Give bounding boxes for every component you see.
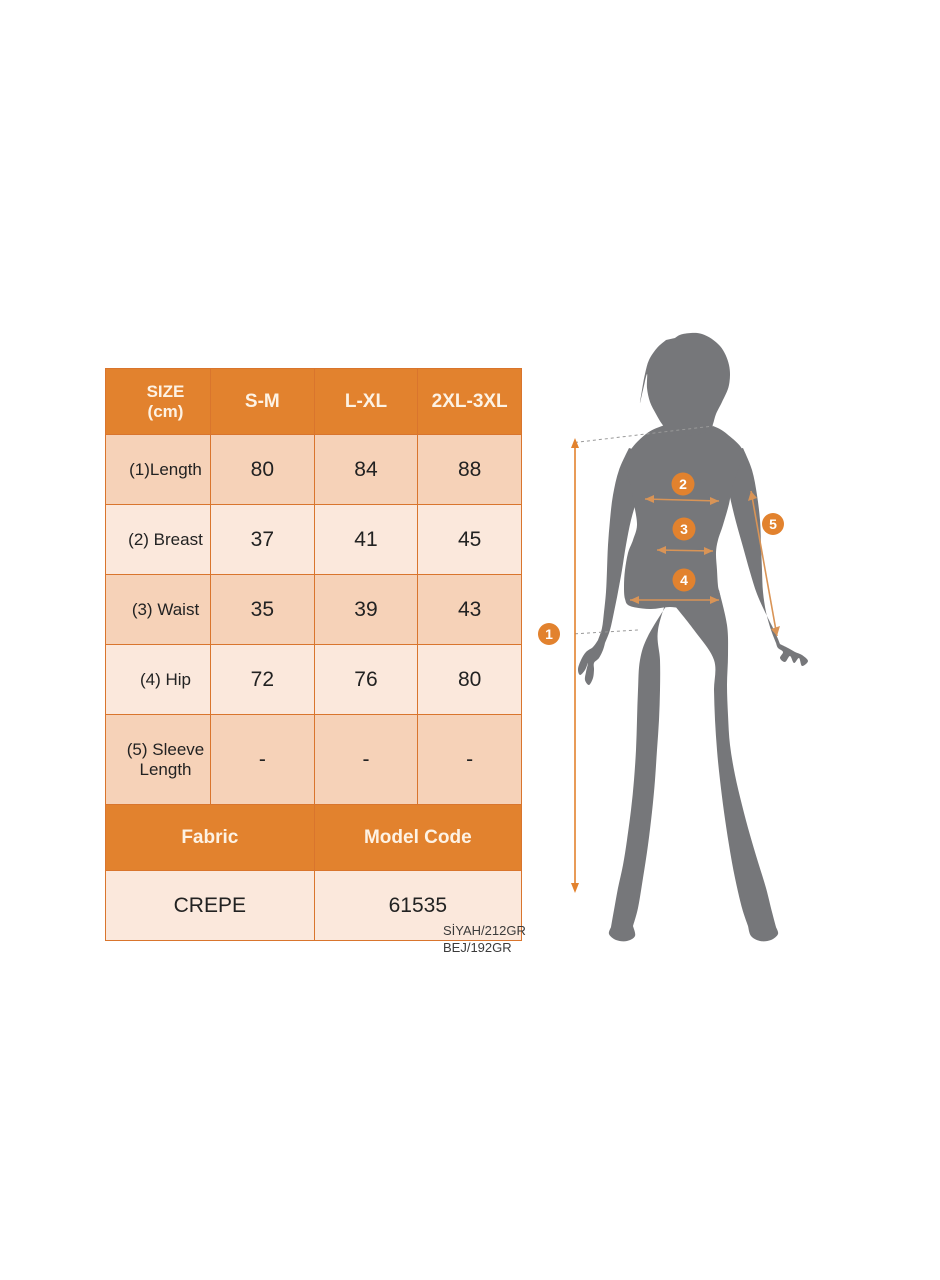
svg-text:2: 2 (679, 476, 687, 492)
svg-text:1: 1 (545, 626, 553, 642)
svg-text:4: 4 (680, 572, 688, 588)
svg-text:3: 3 (680, 521, 688, 537)
svg-text:5: 5 (769, 516, 777, 532)
